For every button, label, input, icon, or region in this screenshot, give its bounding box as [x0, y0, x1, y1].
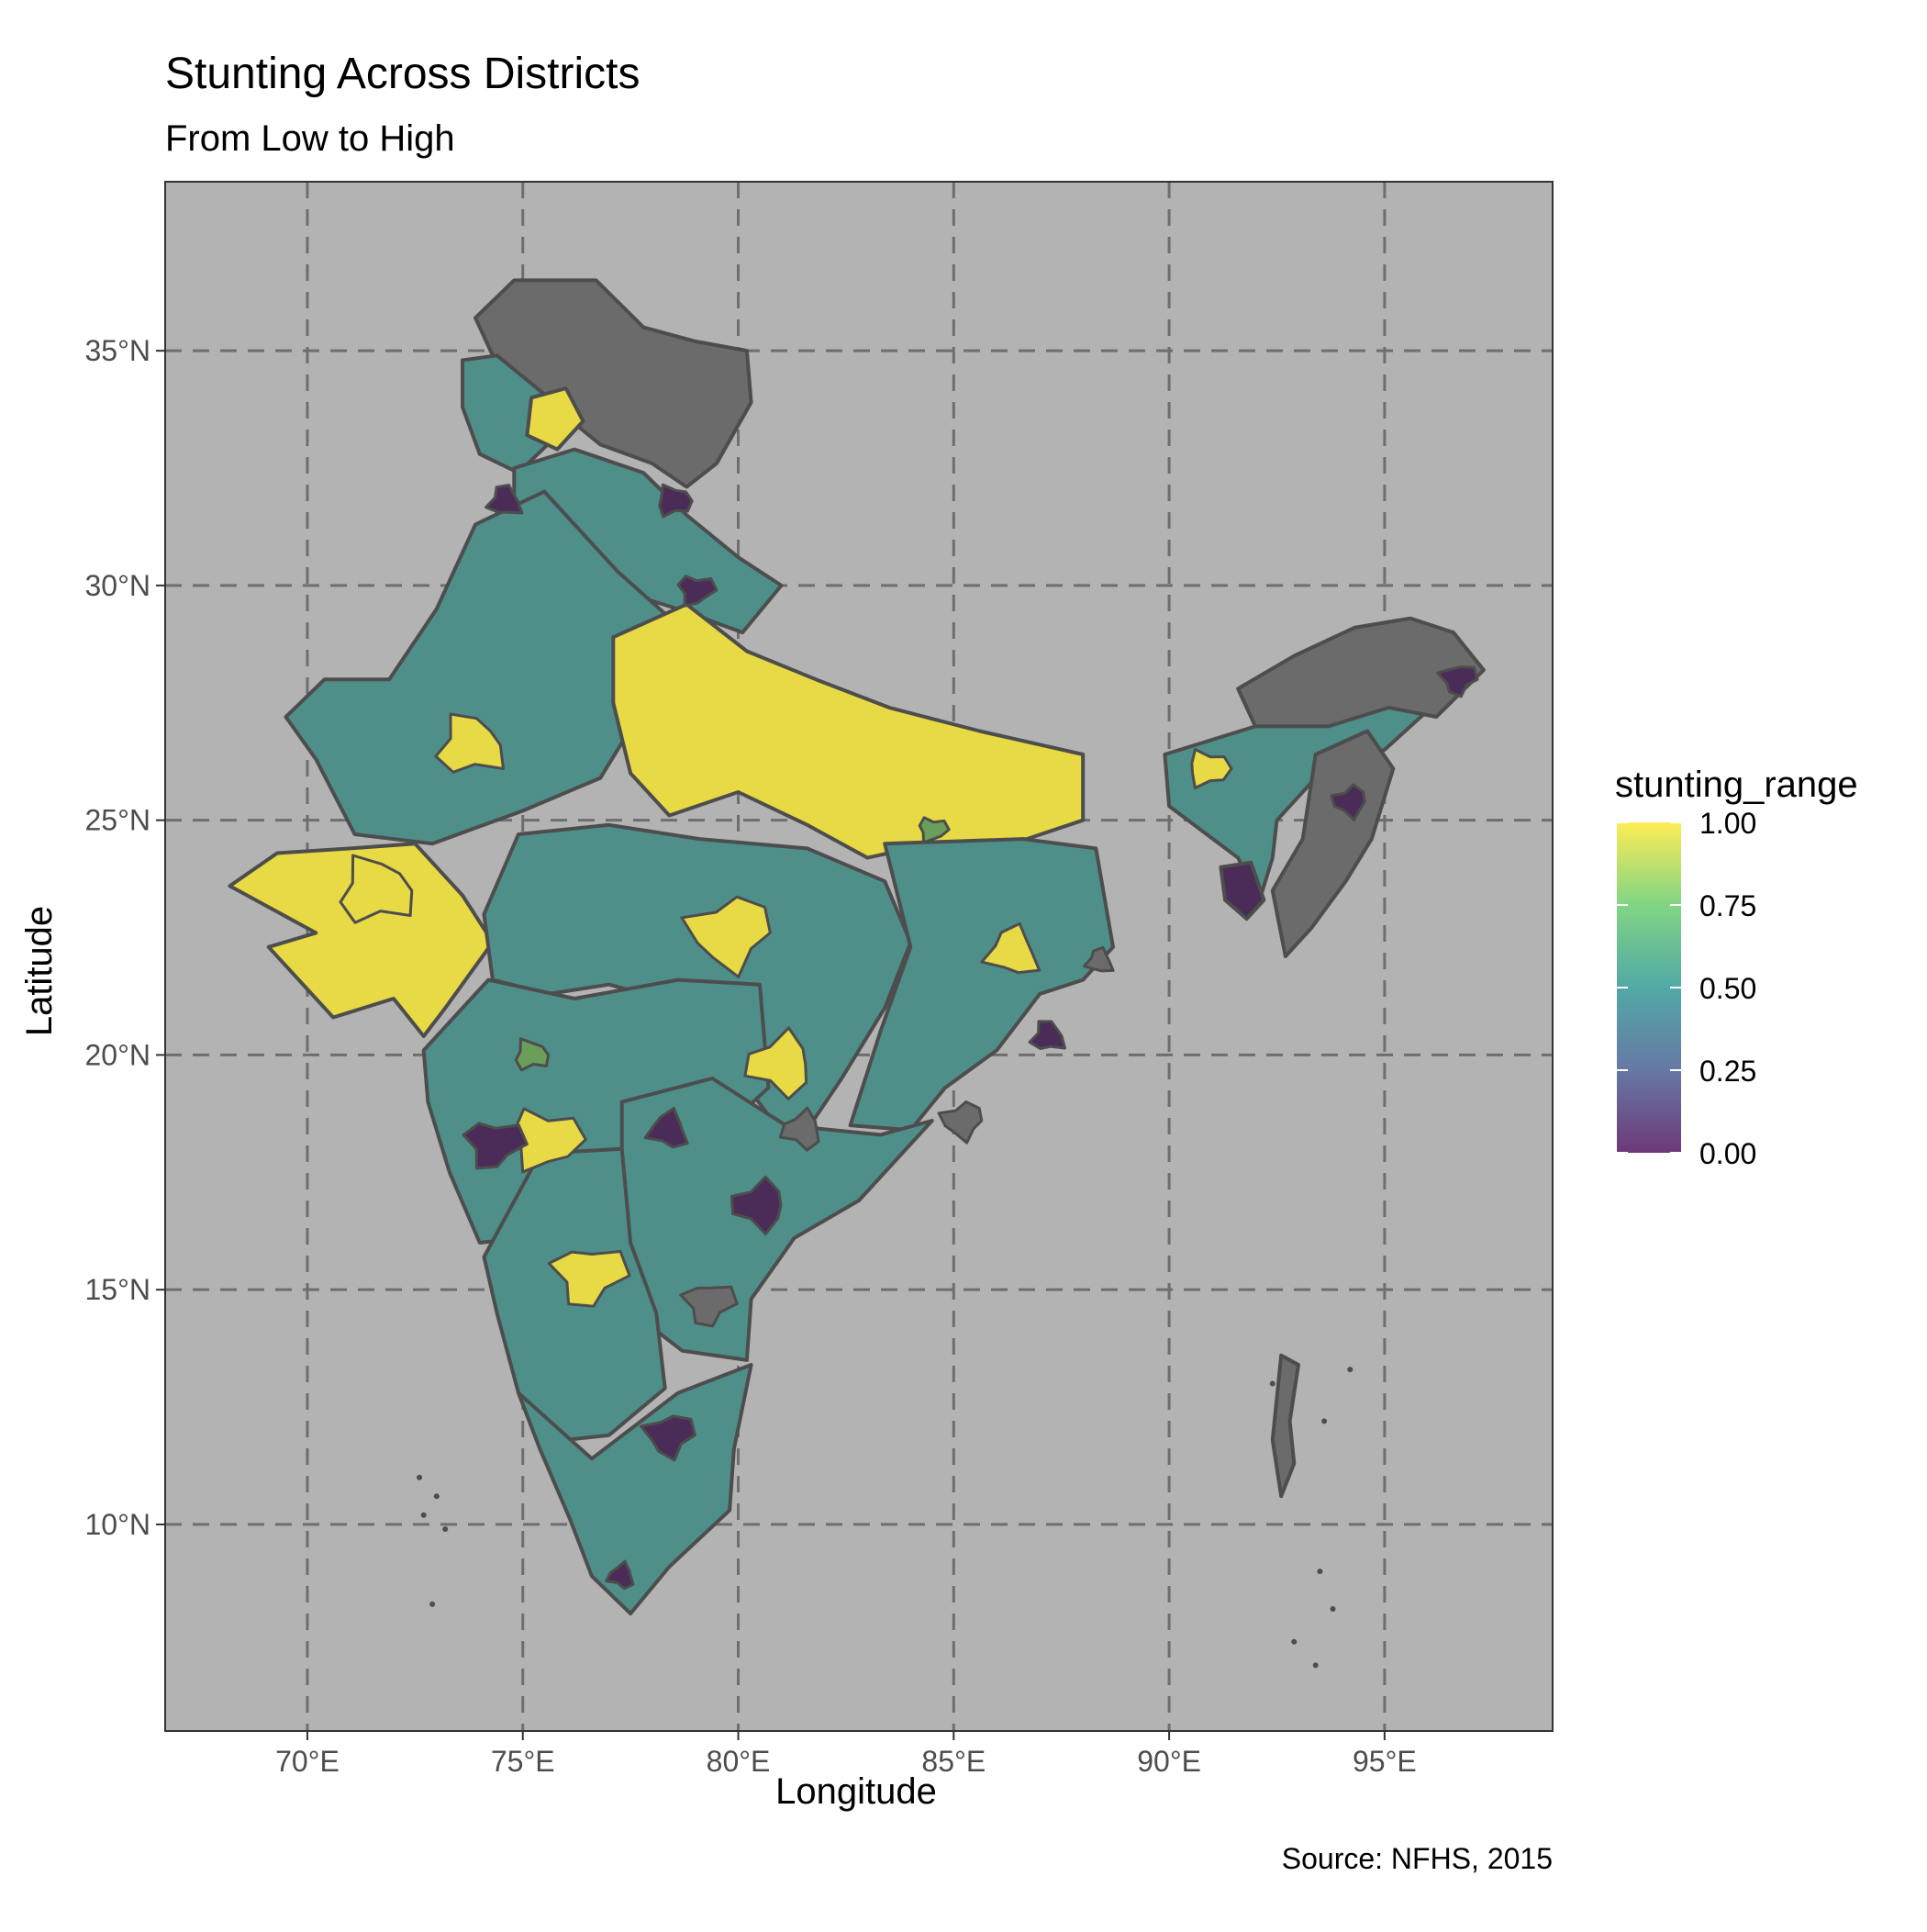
y-tick-label: 10°N [85, 1508, 151, 1541]
x-tick-label: 90°E [1137, 1745, 1201, 1778]
district-patch [1436, 665, 1479, 698]
district-patch [1330, 783, 1366, 821]
district-patch [680, 895, 772, 978]
legend-tick-label: 0.25 [1699, 1055, 1756, 1088]
legend-tick-label: 1.00 [1699, 807, 1756, 840]
y-tick-label: 25°N [85, 804, 151, 837]
y-tick-label: 30°N [85, 569, 151, 602]
district-patch [658, 483, 694, 519]
island [429, 1601, 436, 1607]
chart-subtitle: From Low to High [165, 118, 455, 159]
island [433, 1493, 440, 1500]
district-patch [778, 1106, 820, 1152]
district-region [1236, 616, 1486, 729]
island [1269, 1380, 1275, 1387]
district-region [1270, 729, 1396, 958]
y-tick-label: 15°N [85, 1273, 151, 1306]
island [1347, 1367, 1353, 1373]
district-patch [514, 1037, 551, 1072]
district-patch [643, 1107, 689, 1149]
island [1312, 1662, 1319, 1669]
x-axis-ticks: 70°E 75°E 80°E 85°E 90°E 95°E [275, 1731, 1417, 1778]
district-patch [605, 1559, 635, 1591]
x-tick-label: 70°E [275, 1745, 340, 1778]
district-patch [547, 1250, 631, 1308]
district-region [1270, 1353, 1300, 1499]
district-region [284, 489, 667, 846]
legend-title: stunting_range [1615, 765, 1858, 805]
plot-panel-border [164, 181, 1554, 1732]
district-patch [937, 1100, 984, 1145]
district-patch [1028, 1020, 1066, 1050]
legend: stunting_range 1.00 0.75 0.50 0.25 0.00 [1615, 765, 1858, 1170]
district-patch [434, 712, 505, 774]
district-patch [485, 484, 524, 515]
island [442, 1526, 449, 1533]
legend-tick-label: 0.75 [1699, 889, 1756, 922]
island [1330, 1606, 1336, 1613]
district-patch [980, 921, 1041, 975]
district-patch [339, 854, 414, 924]
x-tick-label: 95°E [1353, 1745, 1417, 1778]
district-patch [676, 575, 718, 608]
island [1291, 1638, 1298, 1645]
district-patch [1190, 748, 1233, 789]
district-patch [743, 1026, 808, 1100]
district-patch [462, 1122, 529, 1170]
x-tick-label: 85°E [921, 1745, 986, 1778]
district-patch [640, 1414, 696, 1462]
y-tick-label: 35°N [85, 334, 151, 367]
x-tick-label: 75°E [491, 1745, 555, 1778]
islands [417, 1367, 1353, 1669]
x-axis-label: Longitude [775, 1771, 937, 1812]
legend-tick-label: 0.00 [1699, 1137, 1756, 1170]
district-region [1219, 860, 1266, 921]
district-region [228, 842, 495, 1038]
district-region [848, 837, 1115, 1133]
legend-tick-label: 0.50 [1699, 972, 1756, 1005]
district-patch [679, 1285, 739, 1328]
district-patch [918, 816, 951, 844]
legend-ticks: 1.00 0.75 0.50 0.25 0.00 [1617, 807, 1756, 1170]
island [420, 1512, 427, 1518]
x-tick-label: 80°E [707, 1745, 771, 1778]
island [1317, 1569, 1323, 1575]
district-region [461, 353, 560, 475]
y-axis-ticks: 10°N 15°N 20°N 25°N 30°N 35°N [85, 334, 165, 1541]
source-caption: Source: NFHS, 2015 [1282, 1842, 1553, 1875]
island [1321, 1418, 1328, 1424]
y-axis-label: Latitude [19, 906, 60, 1036]
y-tick-label: 20°N [85, 1038, 151, 1071]
district-patches [339, 483, 1479, 1591]
district-patch [730, 1175, 783, 1235]
district-region [525, 386, 585, 452]
island [417, 1474, 423, 1480]
district-patch [1082, 945, 1115, 973]
chart-title: Stunting Across Districts [165, 50, 640, 98]
